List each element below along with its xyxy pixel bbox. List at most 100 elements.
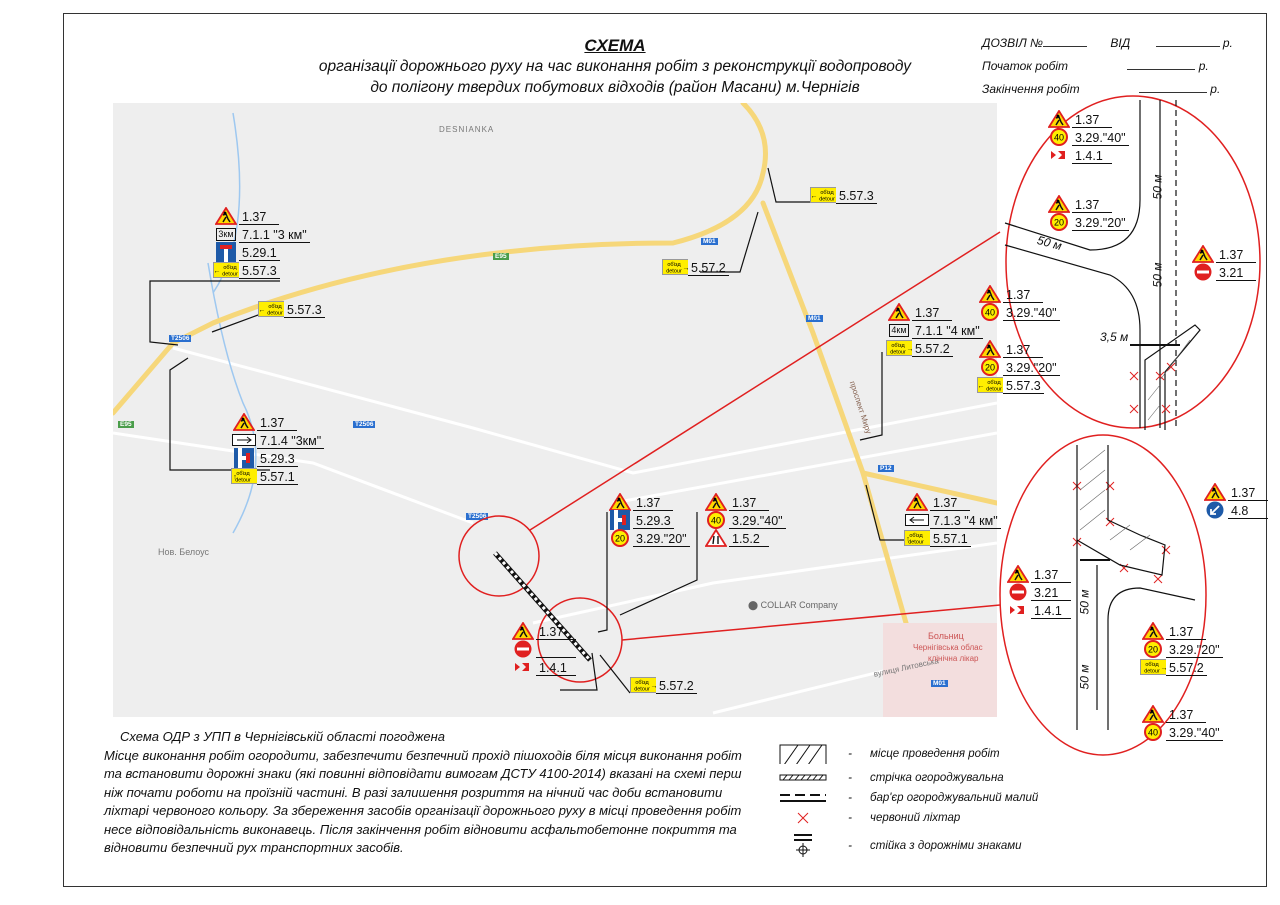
sign-group-west-junction: обїзд detour ← 5.57.3 xyxy=(258,300,325,318)
sign-code: 7.1.1 "3 км" xyxy=(239,228,310,243)
sign-row: обїзд detour ← 5.57.3 xyxy=(810,186,877,204)
detour-right-icon: обїзд detour → xyxy=(1140,658,1166,676)
detail-circle-a xyxy=(1005,95,1261,429)
svg-text:обїзд: обїзд xyxy=(987,380,1001,386)
zoom-circle-a xyxy=(458,515,540,597)
sign-code: 5.57.2 xyxy=(912,342,953,357)
callout-line xyxy=(149,280,280,346)
tape-icon xyxy=(779,774,827,781)
svg-text:←: ← xyxy=(214,268,221,275)
speed-20-icon: 20 xyxy=(1140,640,1166,658)
dimension-label: 50 м xyxy=(1077,589,1092,615)
sign-group-detail-a-5: 1.37 3.21 xyxy=(1190,245,1256,281)
speed-20-icon: 20 xyxy=(977,358,1003,376)
detail-a-drawing xyxy=(1004,100,1201,430)
svg-text:detour: detour xyxy=(986,387,1002,393)
sign-row: 5.29.3 xyxy=(231,448,324,468)
svg-text:detour: detour xyxy=(1144,669,1160,675)
sign-group-detail-a-2: 1.37 20 3.29."20" xyxy=(1046,195,1129,231)
svg-text:обїзд: обїзд xyxy=(223,265,237,271)
roadwork-icon xyxy=(1140,622,1166,640)
sign-code: 3.21 xyxy=(1216,266,1256,281)
sign-code: 1.37 xyxy=(257,416,297,431)
sign-code: 1.5.2 xyxy=(729,532,769,547)
sign-row: обїзд detour → 5.57.2 xyxy=(886,339,983,357)
sign-row: 1.5.2 xyxy=(703,529,786,547)
road-shield-p12: P12 xyxy=(878,465,894,472)
roadwork-icon xyxy=(977,285,1003,303)
road-shield-m01: M01 xyxy=(701,238,718,245)
river xyxy=(207,262,257,534)
sign-row: 1.37 xyxy=(703,493,786,511)
dimension-label: 50 м xyxy=(1077,664,1092,690)
callout-line xyxy=(211,314,259,333)
sign-code: 3.29."20" xyxy=(1072,216,1129,231)
red-lamps xyxy=(1072,362,1176,584)
sign-row: 5.29.1 xyxy=(213,242,310,262)
legend-item-work-site: - місце проведення робіт xyxy=(778,744,1078,764)
sign-row: 7.1.4 "3км" xyxy=(231,431,325,449)
legend-item-sign-post: - стійка з дорожніми знаками xyxy=(778,832,1078,860)
road xyxy=(612,431,997,505)
sign-code: 1.37 xyxy=(633,496,673,511)
sign-group-site-east-b: 1.37 40 3.29."40" 1.5.2 xyxy=(703,493,786,547)
instructions-text: Місце виконання робіт огородити, забезпе… xyxy=(104,747,742,856)
sign-code: 7.1.3 "4 км" xyxy=(930,514,1001,529)
svg-text:↑: ↑ xyxy=(906,536,910,543)
svg-text:detour: detour xyxy=(235,478,251,484)
sign-row: обїзд detour ← 5.57.3 xyxy=(213,261,310,279)
detail-circle-b xyxy=(999,434,1207,756)
start-date-row: Початок робіт р. xyxy=(982,59,1209,73)
svg-text:40: 40 xyxy=(985,308,995,318)
detour-left-icon: обїзд detour ← xyxy=(213,261,239,279)
dead-end-side-icon xyxy=(231,448,257,468)
road-shield-m01: M01 xyxy=(806,315,823,322)
map-label-hospital: клінічна лікар xyxy=(928,654,979,663)
sign-group-prospekt-north: 1.37 4км 7.1.1 "4 км" обїзд detour → 5.57.2 xyxy=(886,303,983,357)
sign-code: 1.37 xyxy=(1216,248,1256,263)
road-shield-t2506: T2506 xyxy=(466,513,489,520)
sign-code: 1.37 xyxy=(1072,113,1112,128)
sign-row: 7.1.3 "4 км" xyxy=(904,511,1001,529)
svg-text:→: → xyxy=(651,683,657,690)
hatching xyxy=(1079,339,1191,551)
svg-text:←: ← xyxy=(259,307,266,314)
sign-code: 5.29.3 xyxy=(633,514,674,529)
title-block: СХЕМА організації дорожнього руху на час… xyxy=(280,36,950,98)
sign-code: 1.37 xyxy=(912,306,952,321)
drawing-frame xyxy=(63,13,1267,887)
sign-code: 1.37 xyxy=(930,496,970,511)
sign-code: 5.57.1 xyxy=(257,470,298,485)
detour-right-icon: обїзд detour → xyxy=(886,339,912,357)
sign-code: 3.29."20" xyxy=(1166,643,1223,658)
svg-text:detour: detour xyxy=(890,350,906,356)
callout-line xyxy=(169,357,270,471)
sign-row: 1.37 xyxy=(1140,622,1223,640)
sign-row: обїзд detour → 5.57.2 xyxy=(1140,658,1223,676)
map-area: DESNIANKA Нов. Белоус ⬤ COLLAR Company п… xyxy=(113,103,997,717)
roadwork-icon xyxy=(977,340,1003,358)
sign-code: 3.21 xyxy=(1031,586,1071,601)
notes-block: Схема ОДР з УПП в Чернігівській області … xyxy=(104,728,744,858)
road-shield-e95: E95 xyxy=(493,253,509,260)
roadwork-icon xyxy=(1190,245,1216,263)
svg-text:обїзд: обїзд xyxy=(891,343,905,349)
roadwork-icon xyxy=(886,303,912,321)
sign-row: 40 3.29."40" xyxy=(977,303,1060,321)
end-label: Закінчення робіт xyxy=(982,82,1080,96)
subtitle-line-1: організації дорожнього руху на час викон… xyxy=(318,58,912,75)
road xyxy=(172,346,997,475)
sign-code: 1.37 xyxy=(1003,288,1043,303)
sign-code: 1.37 xyxy=(1166,625,1206,640)
road-m01 xyxy=(760,200,936,717)
sign-row: 20 3.29."20" xyxy=(1140,640,1223,658)
direction-arrow-icon xyxy=(231,431,257,449)
chevron-icon xyxy=(1005,601,1031,619)
dimension-label: 50 м xyxy=(1150,174,1165,200)
road-narrows-icon xyxy=(703,529,729,547)
svg-text:20: 20 xyxy=(1148,645,1158,655)
sign-code: 5.57.3 xyxy=(1003,379,1044,394)
sign-group-site-south: обїзд detour → 5.57.2 xyxy=(630,676,697,694)
sign-row: 40 3.29."40" xyxy=(1140,723,1223,741)
